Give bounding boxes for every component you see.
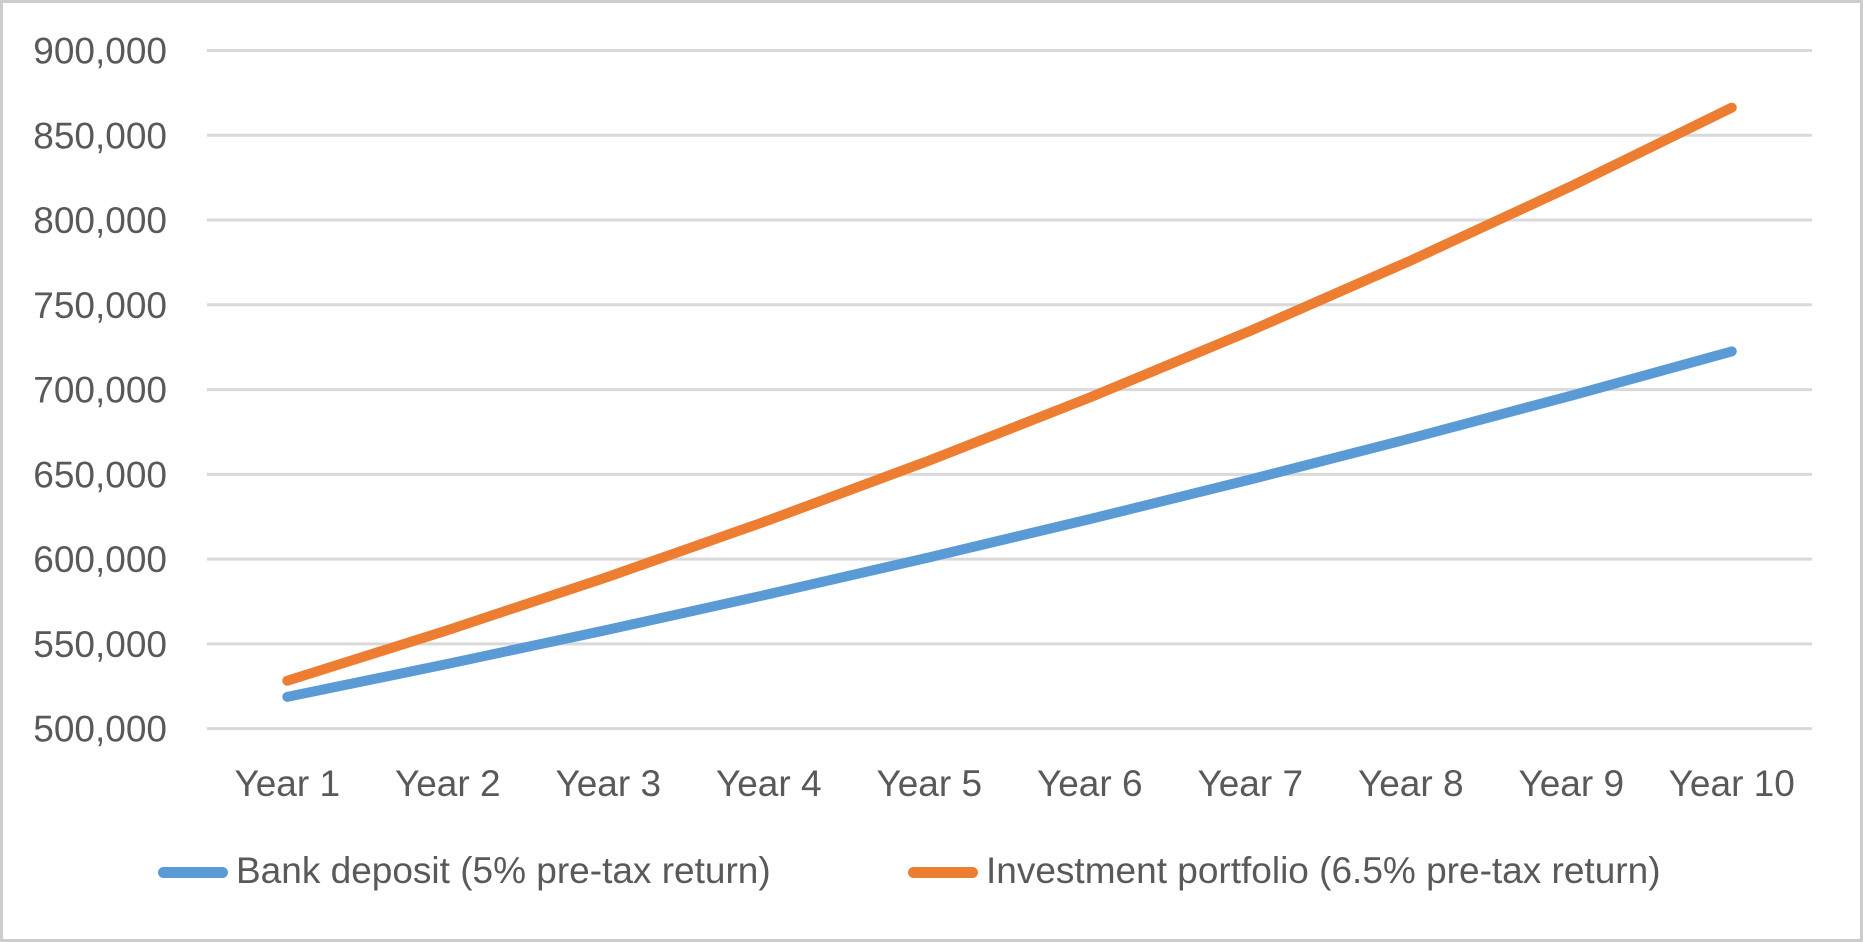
x-axis-tick-label: Year 7	[1197, 763, 1303, 804]
y-axis-tick-label: 650,000	[33, 454, 167, 495]
x-axis-tick-label: Year 4	[716, 763, 822, 804]
x-axis-tick-label: Year 9	[1518, 763, 1624, 804]
y-axis-tick-label: 500,000	[33, 709, 167, 750]
y-axis-tick-label: 850,000	[33, 115, 167, 156]
series-line-bank-deposit	[282, 346, 1737, 702]
x-axis-tick-label: Year 5	[876, 763, 982, 804]
x-axis-tick-label: Year 2	[395, 763, 501, 804]
x-axis-tick-label: Year 1	[234, 763, 340, 804]
x-axis-tick-label: Year 10	[1669, 763, 1795, 804]
x-axis-tick-label: Year 3	[555, 763, 661, 804]
y-axis-tick-label: 750,000	[33, 285, 167, 326]
x-axis-tick-label: Year 6	[1037, 763, 1143, 804]
y-axis-tick-label: 700,000	[33, 370, 167, 411]
legend-label-bank-deposit: Bank deposit (5% pre-tax return)	[236, 850, 771, 891]
series-line-investment-portfolio	[282, 102, 1737, 686]
legend-marker-bank-deposit	[158, 867, 228, 878]
y-axis-tick-label: 550,000	[33, 624, 167, 665]
y-axis-tick-label: 900,000	[33, 31, 167, 72]
y-axis-tick-label: 600,000	[33, 539, 167, 580]
legend-label-investment-portfolio: Investment portfolio (6.5% pre-tax retur…	[986, 850, 1661, 891]
y-axis-tick-label: 800,000	[33, 200, 167, 241]
x-axis-tick-label: Year 8	[1358, 763, 1464, 804]
legend-marker-investment-portfolio	[908, 867, 978, 878]
